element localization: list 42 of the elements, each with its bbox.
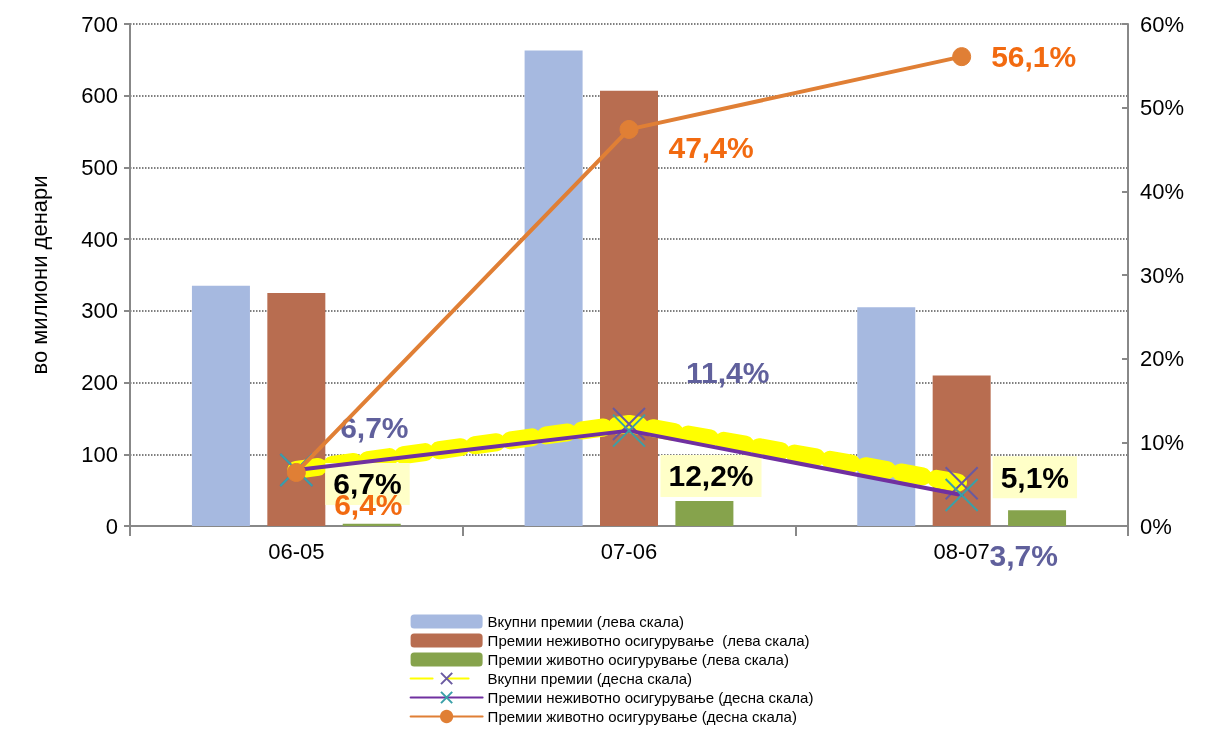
y-tick-label: 600 <box>81 83 118 109</box>
bar <box>857 307 916 526</box>
y2-tick-label: 10% <box>1140 429 1185 455</box>
data-label: 11,4% <box>686 356 770 390</box>
data-label: 47,4% <box>668 130 754 164</box>
bar <box>267 292 326 526</box>
bar <box>675 500 734 526</box>
point <box>619 119 639 139</box>
y-tick-label: 500 <box>81 154 118 180</box>
bar <box>191 285 250 526</box>
y2-tick-label: 60% <box>1140 11 1185 37</box>
data-label: 56,1% <box>991 40 1077 74</box>
y2-tick-label: 40% <box>1140 178 1185 204</box>
y-tick-label: 100 <box>81 441 118 467</box>
bar <box>342 523 401 526</box>
data-label: 5,1% <box>1000 460 1070 494</box>
legend-label: Премии животно осигурување (десна скала) <box>487 708 797 725</box>
legend-label: Вкупни премии (десна скала) <box>487 670 693 687</box>
y-tick-label: 200 <box>81 370 118 396</box>
legend-label: Премии неживотно осигурување (лева скала) <box>487 632 810 649</box>
point <box>286 462 306 482</box>
bar <box>600 90 658 526</box>
y-tick-label: 0 <box>105 513 118 539</box>
y-axis-title: во милиони денари <box>26 175 52 375</box>
data-label: 3,7% <box>989 538 1058 572</box>
x-tick-label: 08-07 <box>933 538 990 564</box>
legend-label: Премии неживотно осигурување (десна скала) <box>487 689 814 706</box>
y2-tick-label: 50% <box>1140 95 1185 121</box>
point <box>952 47 972 67</box>
legend-label: Вкупни премии (лева скала) <box>487 613 685 630</box>
y2-tick-label: 30% <box>1140 262 1185 288</box>
y-tick-label: 300 <box>81 298 118 324</box>
data-label: 12,2% <box>668 459 754 493</box>
y-tick-label: 400 <box>81 226 118 252</box>
bar <box>524 50 583 526</box>
legend-label: Премии животно осигурување (лева скала) <box>487 651 789 668</box>
x-tick-label: 07-06 <box>600 538 658 564</box>
y2-tick-label: 0% <box>1140 513 1172 539</box>
y2-tick-label: 20% <box>1140 346 1185 372</box>
y-tick-label: 700 <box>81 11 118 37</box>
bar <box>1008 510 1067 526</box>
x-tick-label: 06-05 <box>268 538 325 564</box>
